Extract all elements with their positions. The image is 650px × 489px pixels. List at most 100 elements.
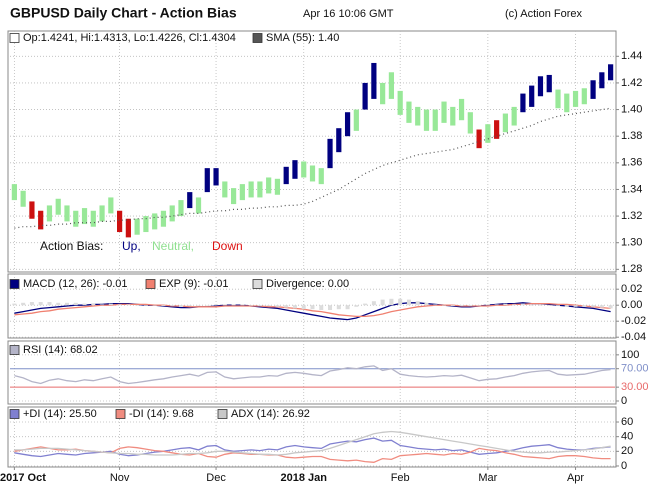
legend-label: RSI (14): 68.02 <box>23 344 98 356</box>
y-tick-label: 30.00 <box>621 381 649 393</box>
divergence-bar <box>450 305 455 306</box>
divergence-bar <box>310 305 315 310</box>
y-tick-label: 0.02 <box>621 283 642 295</box>
panel <box>7 406 617 468</box>
series-line <box>14 365 611 385</box>
divergence-bar <box>91 303 96 306</box>
legend-swatch <box>9 279 20 289</box>
divergence-bar <box>292 305 297 309</box>
divergence-bar <box>512 304 517 306</box>
legend-swatch <box>9 345 20 355</box>
x-tick-label: Nov <box>110 472 130 484</box>
price-bar <box>423 109 430 131</box>
divergence-bar <box>371 301 376 306</box>
legend-label: EXP (9): -0.01 <box>159 278 229 290</box>
legend-swatch <box>252 33 263 43</box>
legend-swatch <box>145 279 156 289</box>
legend-swatch <box>115 409 126 419</box>
price-bar <box>11 184 17 201</box>
y-tick-label: 1.42 <box>621 77 642 89</box>
series-line <box>14 430 611 456</box>
divergence-bar <box>38 302 43 306</box>
series-line <box>14 446 611 463</box>
divergence-bar <box>108 303 113 306</box>
price-bar <box>467 112 473 134</box>
divergence-bar <box>187 305 192 306</box>
annotation-label: Action Bias: <box>40 239 103 253</box>
price-bar <box>546 74 552 93</box>
price-bar <box>406 101 412 123</box>
legend-label: Op:1.4241, Hi:1.4313, Lo:1.4226, Cl:1.43… <box>23 32 236 44</box>
price-bar <box>371 62 377 99</box>
price-bar <box>529 85 535 107</box>
y-tick-label: 1.32 <box>621 210 642 222</box>
legend-swatch <box>217 409 228 419</box>
price-bar <box>187 192 193 209</box>
divergence-bar <box>485 304 490 306</box>
price-bar <box>353 109 359 131</box>
divergence-bar <box>503 303 508 306</box>
y-tick-label: 1.40 <box>621 103 642 115</box>
price-bar <box>204 168 210 193</box>
legend-label: MACD (12, 26): -0.01 <box>23 278 128 290</box>
divergence-bar <box>117 304 122 306</box>
legend-label: +DI (14): 25.50 <box>23 408 97 420</box>
price-bar <box>20 190 26 207</box>
divergence-bar <box>608 305 613 309</box>
divergence-bar <box>564 305 569 307</box>
price-bar <box>222 181 228 198</box>
divergence-bar <box>424 302 429 306</box>
y-tick-label: 1.30 <box>621 237 642 249</box>
price-bar <box>388 72 395 99</box>
price-bar <box>152 213 158 230</box>
price-bar <box>458 98 465 121</box>
divergence-bar <box>591 305 596 307</box>
x-tick-label: Feb <box>391 472 410 484</box>
price-bar <box>108 197 114 214</box>
price-bar <box>46 205 53 222</box>
price-bar <box>599 72 605 89</box>
series-line <box>14 107 611 229</box>
price-bar <box>81 208 88 225</box>
price-bar <box>178 200 184 217</box>
divergence-bar <box>582 305 587 307</box>
series-line <box>14 302 611 321</box>
price-bar <box>441 101 447 123</box>
divergence-bar <box>29 302 34 306</box>
price-bar <box>266 177 272 194</box>
price-bar <box>117 210 123 233</box>
y-tick-label: -0.02 <box>621 315 646 327</box>
divergence-bar <box>538 305 543 306</box>
divergence-bar <box>231 304 236 306</box>
price-bar <box>213 168 219 186</box>
divergence-bar <box>100 304 105 306</box>
price-bar <box>248 181 254 198</box>
divergence-bar <box>328 305 333 310</box>
price-bar <box>169 205 175 222</box>
annotation-item: Down <box>212 239 243 253</box>
y-tick-label: 1.44 <box>621 50 642 62</box>
price-bar <box>511 106 517 126</box>
divergence-bar <box>556 305 561 306</box>
divergence-bar <box>56 302 61 306</box>
price-bar <box>608 64 614 81</box>
price-bar <box>502 113 508 133</box>
price-bar <box>239 184 245 201</box>
y-tick-label: 100 <box>621 349 639 361</box>
price-bar <box>283 166 289 185</box>
price-bar <box>485 124 491 143</box>
price-bar <box>344 112 351 137</box>
y-tick-label: 60 <box>621 416 633 428</box>
y-tick-label: 1.34 <box>621 183 642 195</box>
divergence-bar <box>301 305 306 310</box>
price-bar <box>572 90 579 107</box>
price-bar <box>160 210 167 227</box>
legend-label: SMA (55): 1.40 <box>266 32 339 44</box>
divergence-bar <box>266 305 271 306</box>
divergence-bar <box>135 305 140 306</box>
divergence-bar <box>547 305 552 306</box>
divergence-bar <box>406 299 411 306</box>
price-bar <box>494 120 500 139</box>
divergence-bar <box>363 303 368 306</box>
